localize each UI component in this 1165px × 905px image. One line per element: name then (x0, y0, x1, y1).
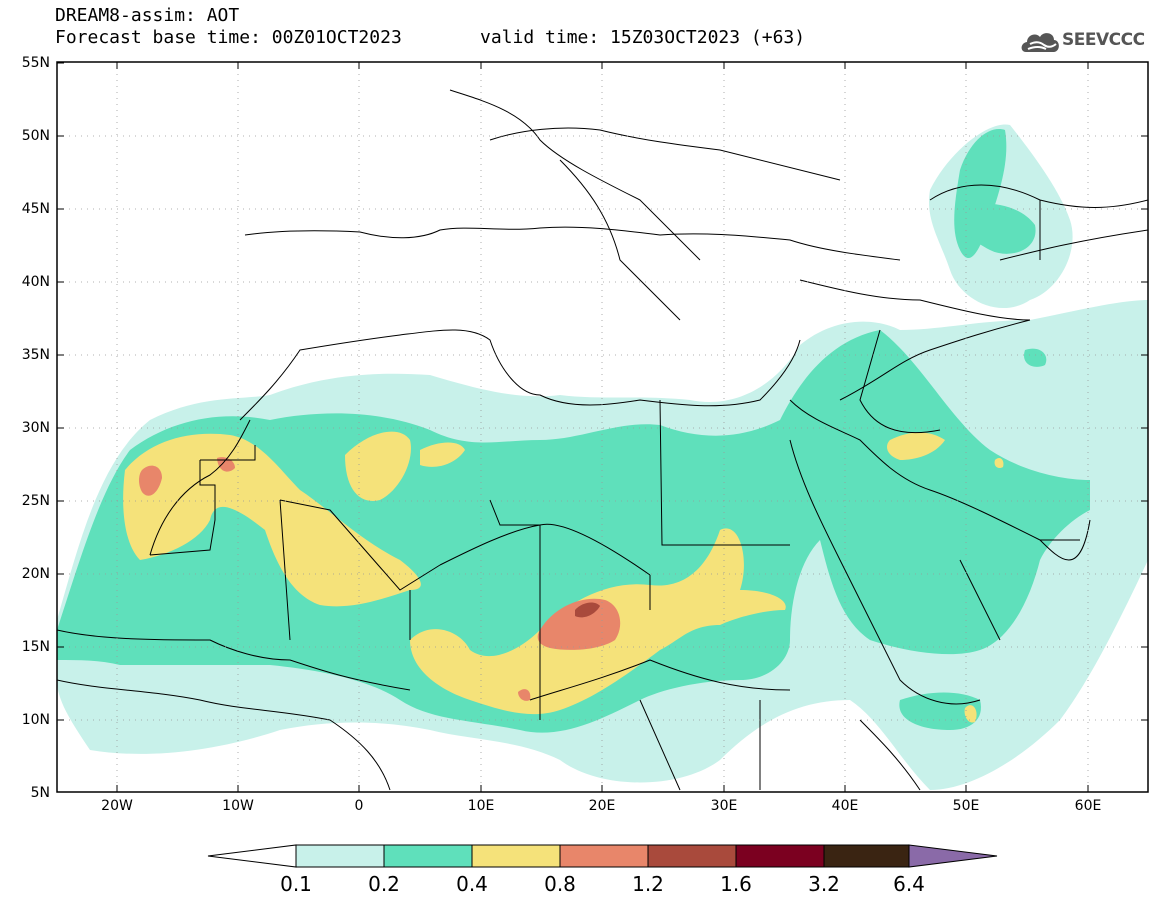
colorbar (207, 844, 998, 868)
colorbar-label: 0.8 (544, 872, 576, 896)
lat-label: 35N (21, 347, 50, 363)
cloud-logo-icon (1021, 33, 1059, 52)
colorbar-bin-0.2 (383, 844, 473, 868)
aot-level-0.2 (57, 129, 1090, 733)
lon-label: 10E (467, 798, 495, 814)
lon-label: 40E (831, 798, 859, 814)
lat-label: 25N (21, 493, 50, 509)
map-title: DREAM8-assim: AOT (55, 5, 240, 26)
colorbar-bin-1.2 (647, 844, 737, 868)
country-borders (57, 89, 1148, 791)
aot-level-1.2 (575, 602, 600, 618)
lon-label: 50E (952, 798, 980, 814)
colorbar-low-arrow (207, 844, 297, 868)
colorbar-label: 0.4 (456, 872, 488, 896)
lat-label: 20N (21, 566, 50, 582)
lat-label: 10N (21, 712, 50, 728)
colorbar-label: 0.2 (368, 872, 400, 896)
lon-label: 10W (222, 798, 254, 814)
forecast-base-time: Forecast base time: 00Z01OCT2023 (55, 27, 402, 48)
colorbar-bin-0.8 (559, 844, 649, 868)
colorbar-bin-3.2 (823, 844, 910, 868)
lat-label: 40N (21, 274, 50, 290)
lon-label: 0 (354, 798, 364, 814)
lat-label: 5N (30, 785, 50, 801)
lon-label: 30E (710, 798, 738, 814)
lat-label: 15N (21, 639, 50, 655)
colorbar-bin-0.4 (471, 844, 561, 868)
lon-label: 20W (101, 798, 133, 814)
valid-time: valid time: 15Z03OCT2023 (+63) (480, 27, 806, 48)
lon-label: 60E (1074, 798, 1102, 814)
colorbar-label: 1.2 (632, 872, 664, 896)
lat-label: 55N (21, 55, 50, 71)
colorbar-label: 6.4 (893, 872, 925, 896)
colorbar-bin-1.6 (735, 844, 825, 868)
colorbar-high-arrow (908, 844, 998, 868)
logo-text: SEEVCCC (1062, 30, 1145, 50)
lat-label: 45N (21, 201, 50, 217)
lat-label: 50N (21, 128, 50, 144)
lon-label: 20E (588, 798, 616, 814)
lat-label: 30N (21, 420, 50, 436)
axis-ticks (57, 62, 1148, 792)
colorbar-label: 1.6 (720, 872, 752, 896)
colorbar-label: 3.2 (808, 872, 840, 896)
colorbar-bin-0.1 (295, 844, 385, 868)
colorbar-label: 0.1 (280, 872, 312, 896)
aot-level-0.8 (139, 457, 621, 701)
